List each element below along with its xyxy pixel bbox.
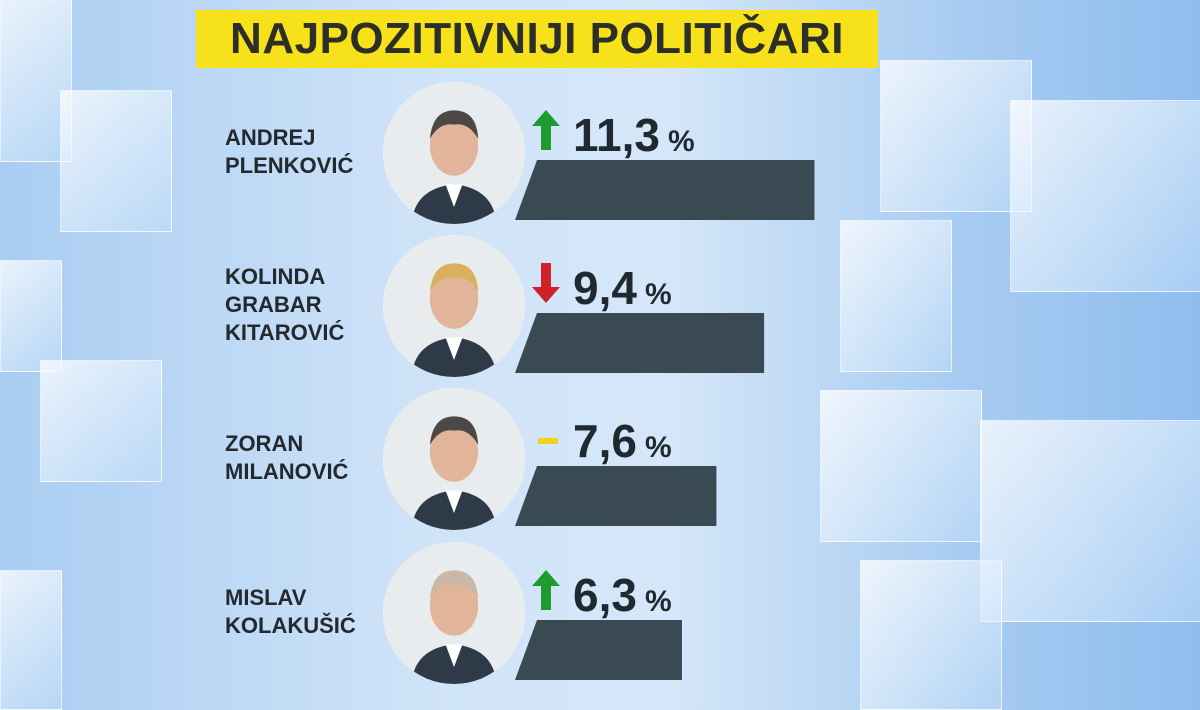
name-line: ZORAN (225, 431, 304, 456)
bar (515, 466, 717, 526)
politician-photo (383, 82, 525, 224)
name-line: KITAROVIĆ (225, 320, 345, 345)
value-unit: % (644, 431, 672, 464)
no-change-dash-icon (538, 438, 558, 444)
politician-row: MISLAV KOLAKUŠIĆ 6,3% (0, 540, 1200, 690)
value-unit: % (644, 278, 672, 311)
value-number: 11,3 (573, 109, 660, 161)
name-line: KOLAKUŠIĆ (225, 613, 356, 638)
value-number: 7,6 (573, 415, 637, 467)
name-line: MISLAV (225, 585, 307, 610)
value-label: 11,3% (573, 108, 695, 162)
bar (515, 313, 765, 373)
politician-row: KOLINDA GRABAR KITAROVIĆ 9,4% (0, 233, 1200, 383)
arrow-up-icon (532, 570, 560, 610)
politician-photo (383, 542, 525, 684)
politician-name: ANDREJ PLENKOVIĆ (225, 124, 353, 180)
chart-title: NAJPOZITIVNIJI POLITIČARI (196, 10, 878, 68)
bar (515, 620, 682, 680)
politician-photo (383, 235, 525, 377)
name-line: MILANOVIĆ (225, 459, 349, 484)
name-line: ANDREJ (225, 125, 316, 150)
value-number: 6,3 (573, 569, 637, 621)
politician-row: ZORAN MILANOVIĆ 7,6% (0, 386, 1200, 536)
value-unit: % (644, 585, 672, 618)
name-line: GRABAR (225, 292, 322, 317)
name-line: PLENKOVIĆ (225, 153, 354, 178)
value-label: 7,6% (573, 414, 672, 468)
politician-name: KOLINDA GRABAR KITAROVIĆ (225, 263, 344, 347)
bar (515, 160, 815, 220)
arrow-down-icon (532, 263, 560, 303)
name-line: KOLINDA (225, 264, 326, 289)
arrow-up-icon (532, 110, 560, 150)
politician-photo (383, 388, 525, 530)
politician-name: MISLAV KOLAKUŠIĆ (225, 584, 356, 640)
value-label: 6,3% (573, 568, 672, 622)
value-label: 9,4% (573, 261, 672, 315)
politician-row: ANDREJ PLENKOVIĆ 11,3% (0, 80, 1200, 230)
value-number: 9,4 (573, 262, 637, 314)
politician-name: ZORAN MILANOVIĆ (225, 430, 348, 486)
value-unit: % (668, 125, 695, 158)
